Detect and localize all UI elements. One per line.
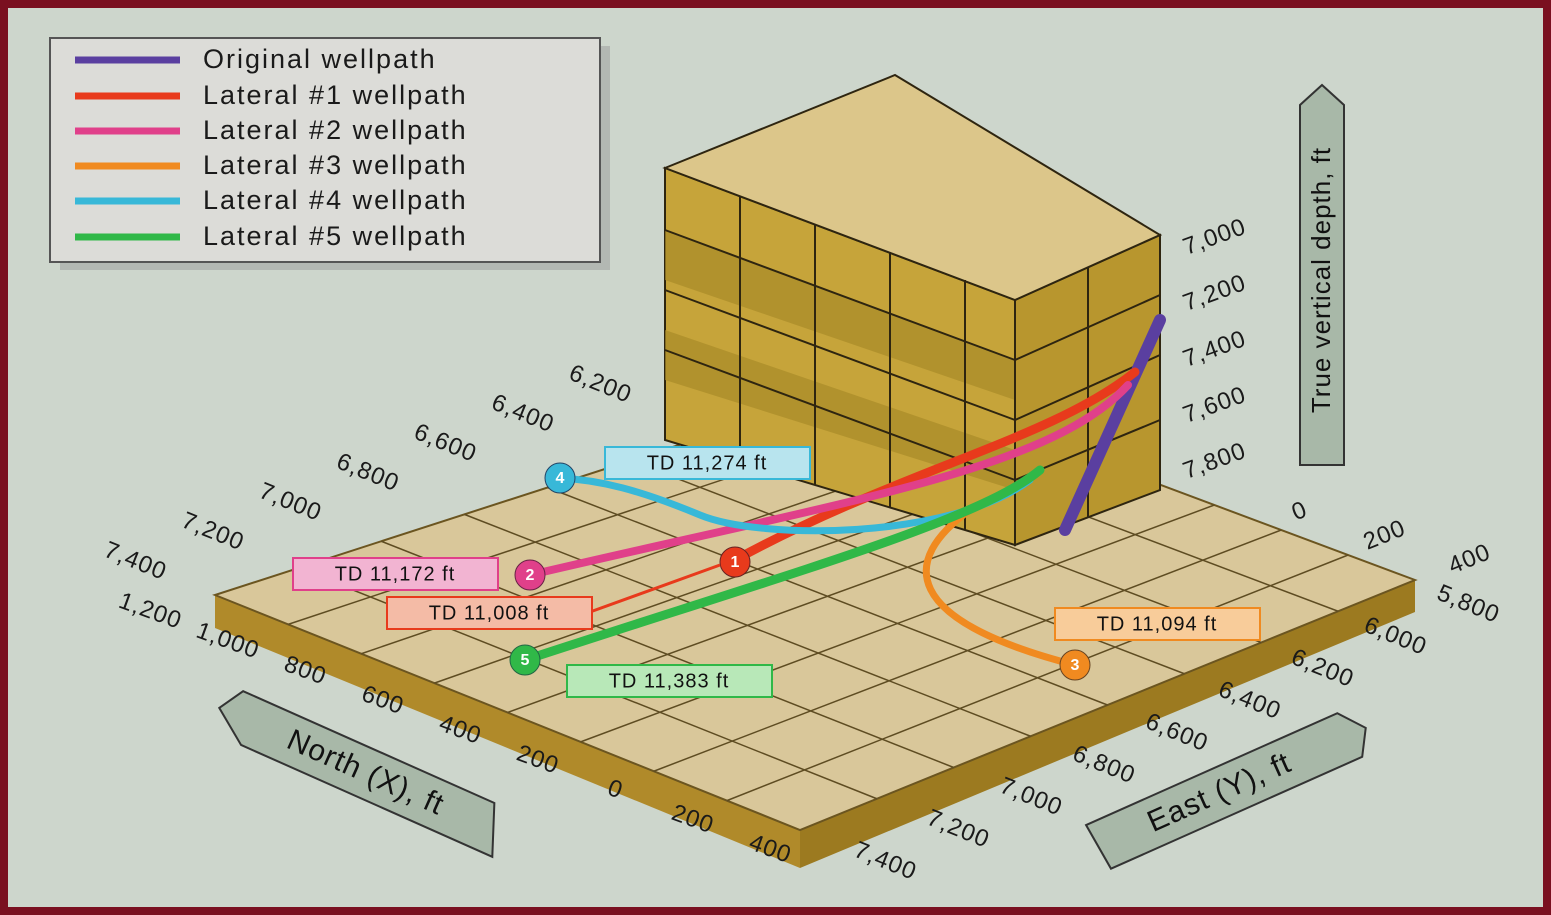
grid-line bbox=[547, 486, 1108, 706]
marker bbox=[544, 462, 576, 494]
callout-leader bbox=[589, 563, 721, 614]
callout-text: TD 11,094 ft bbox=[1097, 613, 1218, 635]
markers: 4 2 1 5 3 bbox=[509, 462, 1091, 681]
axis-title: True vertical depth, ft bbox=[1306, 147, 1336, 413]
depth-axis-title: True vertical depth, ft bbox=[1299, 83, 1345, 466]
legend-label: Lateral #3 wellpath bbox=[203, 150, 468, 180]
wellpaths bbox=[520, 314, 1166, 669]
marker bbox=[1059, 649, 1091, 681]
callout-text: TD 11,172 ft bbox=[335, 563, 456, 585]
marker bbox=[514, 559, 546, 591]
callout-box bbox=[292, 557, 499, 591]
wellpath-lateral-2 bbox=[526, 381, 1132, 579]
callout-box bbox=[1054, 607, 1261, 641]
wellpath-lateral-5 bbox=[520, 465, 1045, 665]
legend-label: Lateral #5 wellpath bbox=[203, 221, 468, 251]
legend-label: Lateral #4 wellpath bbox=[203, 185, 468, 215]
callout-box bbox=[386, 596, 593, 630]
callout-box bbox=[566, 664, 773, 698]
callouts: TD 11,274 ft TD 11,172 ft TD 11,008 ft T… bbox=[292, 446, 1261, 698]
callout-text: TD 11,008 ft bbox=[429, 602, 550, 624]
callout-text: TD 11,383 ft bbox=[609, 670, 730, 692]
box-band bbox=[665, 330, 1015, 490]
box-band bbox=[665, 230, 1015, 400]
marker-label: 4 bbox=[556, 470, 565, 487]
floor-side bbox=[800, 580, 1415, 868]
box-top bbox=[662, 73, 1163, 302]
legend-label: Lateral #2 wellpath bbox=[203, 115, 468, 145]
marker-label: 3 bbox=[1071, 657, 1080, 674]
wellpath-original bbox=[1059, 314, 1166, 536]
legend-label: Lateral #1 wellpath bbox=[203, 80, 468, 110]
legend-box bbox=[49, 37, 601, 263]
marker bbox=[719, 546, 751, 578]
wellpath-lateral-1 bbox=[730, 367, 1140, 565]
wellpath-lateral-3 bbox=[922, 506, 1079, 669]
marker bbox=[509, 644, 541, 676]
callout-box bbox=[604, 446, 811, 480]
grid-line bbox=[464, 513, 1031, 737]
marker-label: 5 bbox=[521, 652, 530, 669]
callout-text: TD 11,274 ft bbox=[647, 452, 768, 474]
marker-label: 1 bbox=[731, 554, 740, 571]
legend-label: Original wellpath bbox=[203, 44, 437, 74]
marker-label: 2 bbox=[526, 567, 535, 584]
legend: Original wellpath Lateral #1 wellpath La… bbox=[49, 37, 610, 270]
floor-side bbox=[215, 595, 800, 868]
